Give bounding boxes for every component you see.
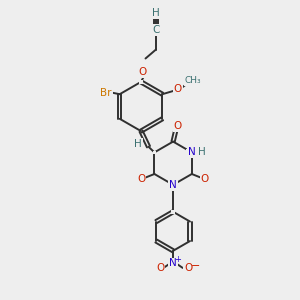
Text: H: H [152, 8, 160, 19]
Text: O: O [174, 84, 182, 94]
Text: O: O [201, 174, 209, 184]
Text: N: N [188, 147, 196, 158]
Text: +: + [175, 255, 181, 264]
Text: O: O [173, 121, 182, 131]
Text: H: H [134, 139, 142, 149]
Text: N: N [169, 258, 177, 268]
Text: Br: Br [100, 88, 112, 98]
Text: O: O [137, 174, 146, 184]
FancyBboxPatch shape [170, 260, 176, 266]
FancyBboxPatch shape [185, 149, 198, 156]
Text: C: C [152, 25, 160, 35]
Text: −: − [190, 260, 200, 271]
Text: CH₃: CH₃ [184, 76, 201, 85]
Text: O: O [156, 263, 165, 273]
Text: H: H [197, 147, 205, 158]
FancyBboxPatch shape [153, 151, 156, 154]
Text: N: N [169, 180, 177, 190]
Text: O: O [138, 67, 147, 77]
FancyBboxPatch shape [169, 182, 177, 188]
Text: O: O [184, 263, 192, 273]
FancyBboxPatch shape [139, 80, 143, 84]
FancyBboxPatch shape [171, 210, 175, 214]
